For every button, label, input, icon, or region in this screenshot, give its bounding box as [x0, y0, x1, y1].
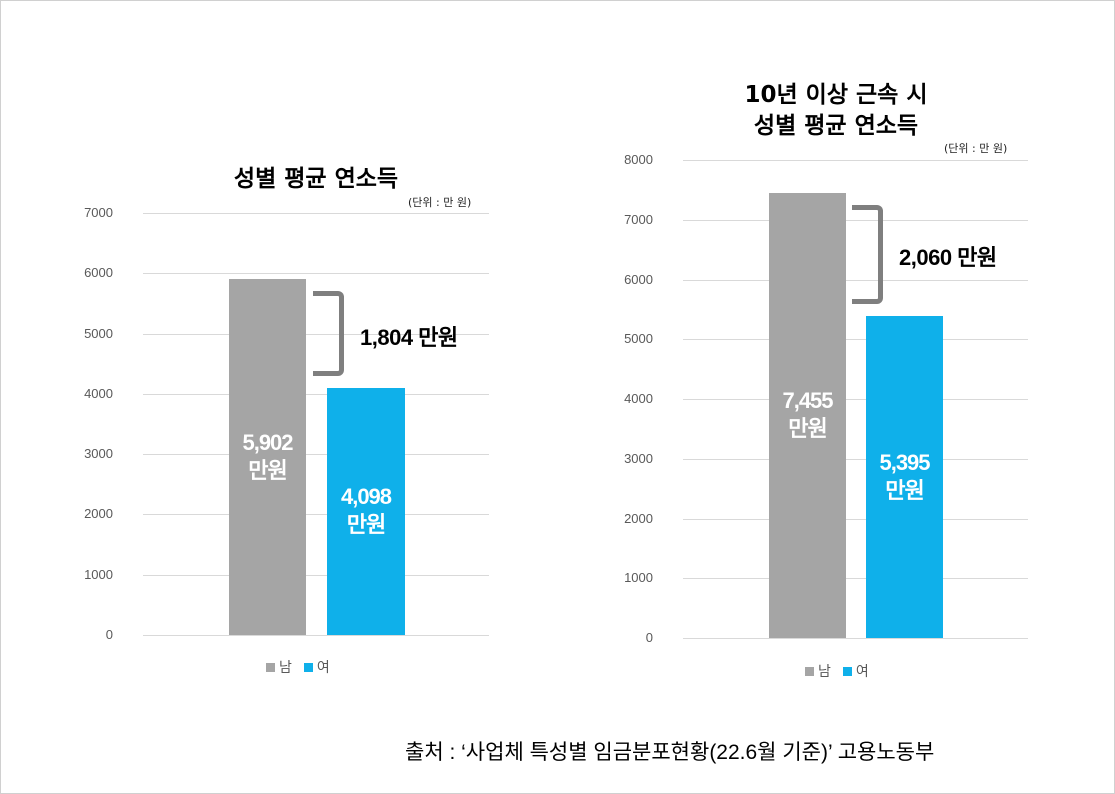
data-label-unit: 만원	[885, 477, 924, 503]
gridline	[143, 454, 489, 455]
y-tick-label: 0	[645, 630, 653, 645]
gridline	[683, 578, 1028, 579]
y-tick-label: 2000	[84, 506, 113, 521]
data-label-male: 7,455 만원	[759, 387, 856, 443]
legend-female: 여	[855, 664, 869, 680]
data-label-value: 5,395	[879, 449, 930, 475]
gridline	[143, 273, 489, 274]
difference-bracket	[852, 204, 883, 304]
source-note: 출처 : ‘사업체 특성별 임금분포현황(22.6월 기준)’ 고용노동부	[405, 741, 935, 764]
difference-label: 1,804 만원	[360, 324, 458, 350]
data-label-value: 4,098	[340, 484, 392, 510]
legend-female: 여	[316, 660, 330, 676]
data-label-female: 4,098 만원	[317, 483, 415, 539]
data-label-value: 7,455	[782, 388, 833, 414]
y-tick-label: 5000	[84, 326, 113, 341]
gridline	[683, 160, 1028, 161]
data-label-unit: 만원	[248, 458, 287, 484]
legend-swatch-male	[266, 662, 275, 672]
y-tick-label: 5000	[624, 331, 653, 346]
y-tick-label: 7000	[624, 212, 653, 227]
legend: 남 여	[266, 657, 330, 677]
gridline	[143, 213, 489, 214]
chart-title: 10년 이상 근속 시 성별 평균 연소득	[683, 80, 989, 142]
y-tick-label: 7000	[84, 205, 113, 220]
y-tick-label: 6000	[84, 265, 113, 280]
chart-title-line-1: 10년 이상 근속 시	[744, 82, 928, 108]
data-label-unit: 만원	[346, 512, 386, 538]
legend-swatch-male	[805, 666, 814, 676]
y-tick-label: 6000	[624, 272, 653, 287]
legend: 남 여	[805, 661, 869, 681]
y-tick-label: 4000	[84, 386, 113, 401]
gridline	[683, 220, 1028, 221]
gridline	[683, 459, 1028, 460]
data-label-unit: 만원	[788, 416, 827, 442]
legend-swatch-female	[842, 666, 852, 676]
bar-female	[866, 315, 943, 638]
bar-female	[327, 387, 405, 635]
unit-label: (단위 : 만 원)	[408, 196, 472, 209]
unit-label: (단위 : 만 원)	[944, 142, 1008, 155]
y-tick-label: 3000	[624, 451, 653, 466]
y-tick-label: 3000	[84, 446, 113, 461]
legend-male: 남	[818, 664, 831, 680]
chart-title: 성별 평균 연소득	[233, 166, 399, 192]
gridline	[683, 519, 1028, 520]
gridline	[143, 575, 489, 576]
data-label-male: 5,902 만원	[219, 429, 316, 485]
difference-bracket	[313, 291, 344, 376]
bar-male	[769, 192, 846, 638]
chart-title-line-2: 성별 평균 연소득	[753, 113, 919, 139]
gridline	[683, 280, 1028, 281]
difference-label: 2,060 만원	[899, 245, 997, 271]
gridline	[143, 334, 489, 335]
gridline	[683, 638, 1028, 639]
y-tick-label: 1000	[84, 567, 113, 582]
gridline	[143, 394, 489, 395]
gridline	[683, 339, 1028, 340]
y-tick-label: 1000	[624, 570, 653, 585]
bar-male	[229, 279, 306, 635]
legend-male: 남	[279, 660, 292, 676]
data-label-value: 5,902	[242, 430, 293, 456]
gridline	[143, 635, 489, 636]
y-tick-label: 8000	[624, 152, 653, 167]
data-label-female: 5,395 만원	[856, 449, 953, 505]
gridline	[143, 514, 489, 515]
legend-swatch-female	[303, 662, 313, 672]
gridline	[683, 399, 1028, 400]
y-tick-label: 0	[105, 627, 113, 642]
y-tick-label: 2000	[624, 511, 653, 526]
y-tick-label: 4000	[624, 391, 653, 406]
